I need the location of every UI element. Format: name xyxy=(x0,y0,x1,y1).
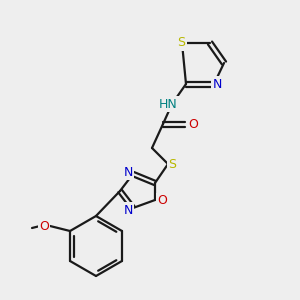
Text: O: O xyxy=(39,220,49,232)
Text: O: O xyxy=(188,118,198,130)
Text: N: N xyxy=(212,77,222,91)
Text: O: O xyxy=(157,194,167,208)
Text: S: S xyxy=(168,158,176,170)
Text: N: N xyxy=(123,203,133,217)
Text: N: N xyxy=(123,166,133,178)
Text: S: S xyxy=(177,37,185,50)
Text: HN: HN xyxy=(159,98,177,110)
